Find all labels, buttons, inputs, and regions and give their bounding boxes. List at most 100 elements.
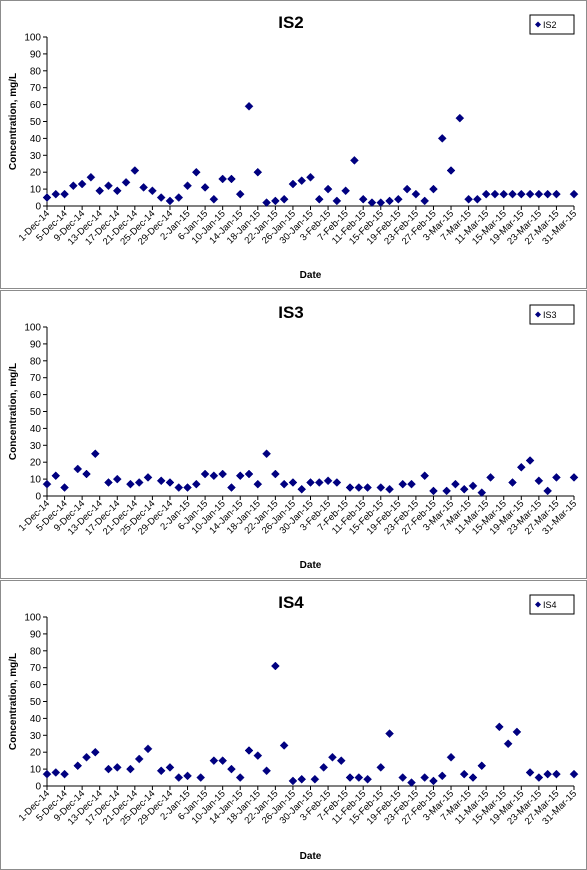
- data-point: [288, 478, 298, 487]
- data-point: [508, 478, 517, 487]
- x-axis-label: Date: [300, 560, 322, 571]
- data-point: [525, 768, 535, 777]
- data-point: [112, 474, 122, 484]
- data-point: [420, 196, 430, 206]
- data-point: [235, 773, 245, 782]
- data-point: [51, 189, 61, 199]
- data-point: [60, 769, 69, 779]
- legend-label: IS3: [543, 310, 557, 320]
- data-point: [429, 776, 438, 786]
- data-point: [328, 752, 337, 762]
- data-point: [358, 194, 368, 204]
- data-point: [319, 763, 329, 772]
- data-point: [156, 193, 166, 202]
- data-point: [306, 478, 315, 487]
- y-tick-label: 40: [30, 424, 42, 435]
- data-point: [459, 769, 469, 779]
- data-point: [130, 166, 140, 175]
- data-point: [191, 479, 201, 489]
- y-tick-label: 50: [30, 697, 42, 708]
- y-axis-label: Concentration, mg/L: [8, 653, 19, 750]
- data-point: [398, 479, 408, 489]
- data-point: [354, 483, 364, 492]
- data-point: [477, 761, 487, 771]
- data-point: [126, 764, 135, 774]
- data-point: [385, 484, 394, 494]
- data-point: [126, 479, 135, 489]
- data-point: [42, 479, 52, 489]
- data-point: [77, 179, 87, 189]
- data-point: [442, 486, 451, 496]
- data-point: [468, 481, 478, 491]
- data-point: [143, 473, 153, 482]
- legend-box: [529, 14, 575, 35]
- data-point: [279, 194, 289, 204]
- chart-title: IS4: [278, 593, 304, 612]
- data-point: [494, 722, 504, 732]
- data-point: [174, 193, 184, 202]
- y-tick-label: 40: [30, 714, 42, 725]
- data-point: [345, 483, 355, 492]
- data-point: [112, 186, 122, 196]
- data-point: [468, 773, 478, 782]
- data-point: [244, 746, 254, 755]
- data-point: [218, 756, 228, 766]
- data-point: [429, 184, 438, 194]
- y-tick-label: 70: [30, 373, 42, 384]
- data-point: [191, 167, 201, 177]
- data-point: [156, 476, 166, 486]
- data-point: [516, 189, 526, 199]
- data-point: [244, 101, 254, 111]
- data-point: [60, 189, 69, 199]
- data-point: [86, 172, 96, 182]
- data-point: [323, 476, 333, 486]
- legend-box: [529, 304, 575, 325]
- data-point: [534, 189, 544, 199]
- data-point: [420, 773, 430, 782]
- y-tick-label: 100: [24, 33, 41, 44]
- data-point: [183, 771, 192, 781]
- data-point: [486, 473, 495, 482]
- data-point: [51, 768, 61, 777]
- y-tick-label: 10: [30, 185, 42, 196]
- data-point: [262, 198, 271, 207]
- data-point: [490, 189, 500, 199]
- data-point: [134, 478, 144, 487]
- data-point: [253, 479, 263, 489]
- data-point: [200, 183, 210, 192]
- chart-svg-1: IS301020304050607080901001-Dec-145-Dec-1…: [8, 303, 579, 571]
- y-tick-label: 30: [30, 441, 42, 452]
- data-point: [262, 766, 271, 776]
- data-point: [42, 193, 52, 202]
- data-point: [429, 486, 438, 496]
- data-point: [183, 181, 192, 191]
- data-point: [314, 478, 324, 487]
- data-point: [227, 764, 236, 774]
- data-point: [525, 189, 535, 199]
- data-point: [148, 186, 157, 196]
- legend-label: IS4: [543, 600, 557, 610]
- data-point: [336, 756, 346, 766]
- data-point: [306, 172, 315, 182]
- data-point: [354, 773, 364, 782]
- data-point: [341, 186, 350, 196]
- y-tick-label: 10: [30, 765, 42, 776]
- chart-panel-2: IS4 0 10 20 30 40 50 60 70 80 90 100 1-Dec-14 5-Dec-1…: [0, 580, 587, 870]
- data-point: [253, 751, 263, 760]
- data-point: [209, 756, 219, 766]
- data-point: [73, 464, 83, 474]
- data-point: [227, 174, 236, 184]
- legend-label: IS2: [543, 20, 557, 30]
- data-point: [134, 754, 144, 764]
- data-point: [350, 156, 359, 165]
- data-point: [420, 471, 430, 481]
- data-point: [402, 184, 412, 194]
- y-tick-label: 20: [30, 168, 42, 179]
- data-point: [385, 729, 394, 738]
- data-point: [569, 473, 579, 482]
- data-point: [297, 176, 307, 186]
- data-point: [534, 773, 544, 782]
- data-point: [446, 166, 456, 175]
- chart-svg-0: IS201020304050607080901001-Dec-145-Dec-1…: [8, 13, 579, 281]
- data-point: [279, 741, 289, 750]
